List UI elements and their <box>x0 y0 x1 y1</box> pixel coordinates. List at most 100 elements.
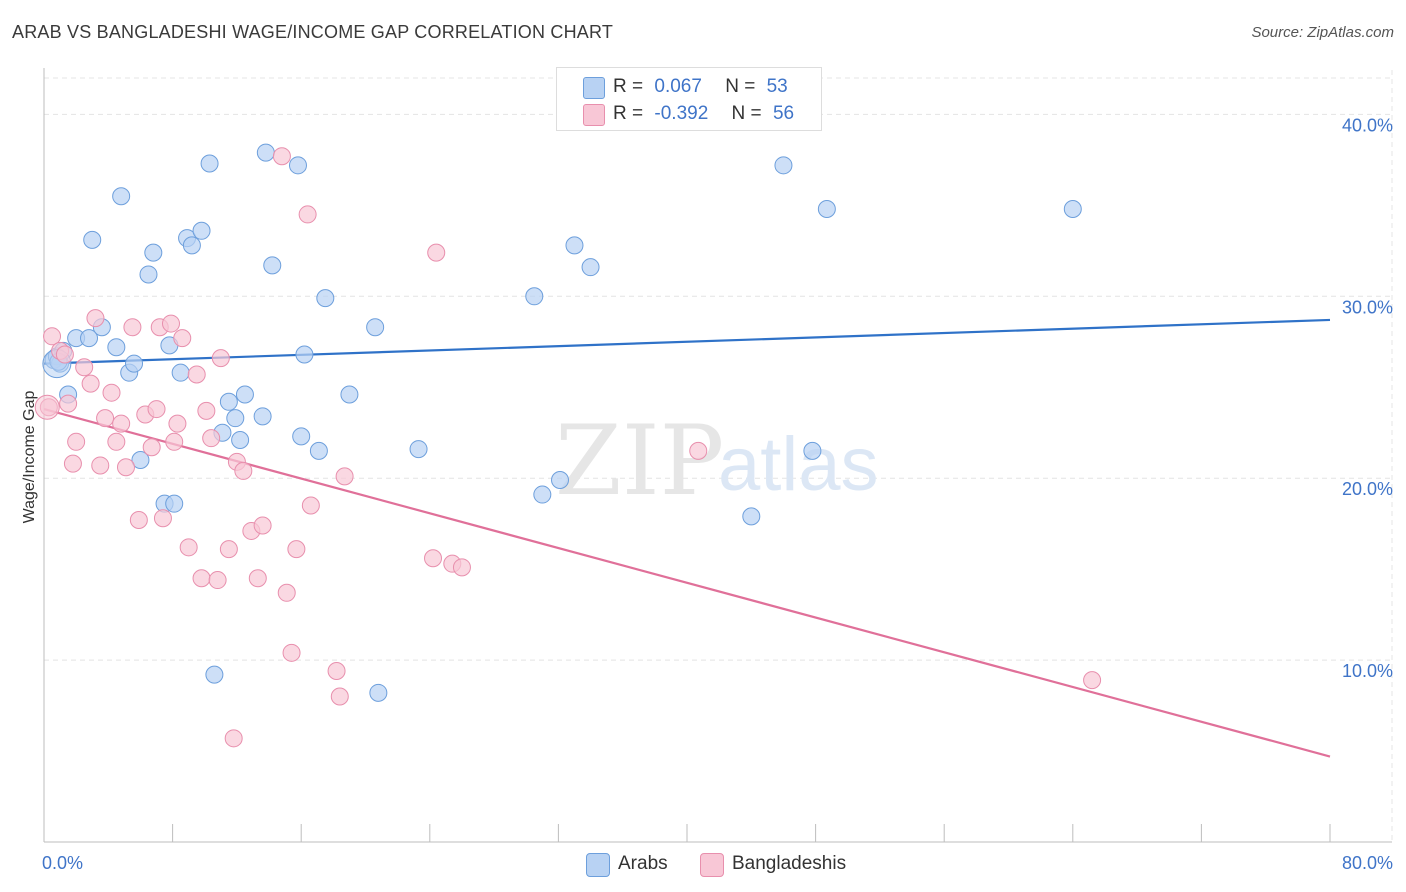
point-bangladeshis <box>81 374 100 393</box>
axes <box>43 68 1392 843</box>
point-bangladeshis <box>165 432 184 451</box>
point-arabs <box>231 430 250 449</box>
point-bangladeshis <box>689 441 708 460</box>
point-bangladeshis <box>153 509 172 528</box>
point-bangladeshis <box>234 461 253 480</box>
point-bangladeshis <box>192 569 211 588</box>
point-bangladeshis <box>287 540 306 559</box>
point-arabs <box>263 256 282 275</box>
point-bangladeshis <box>282 643 301 662</box>
point-bangladeshis <box>173 329 192 348</box>
point-bangladeshis <box>123 318 142 337</box>
point-bangladeshis <box>116 458 135 477</box>
point-arabs <box>235 385 254 404</box>
correlation-legend: R = 0.067 N = 53 R = -0.392 N = 56 <box>556 67 822 131</box>
point-bangladeshis <box>253 516 272 535</box>
point-arabs <box>205 665 224 684</box>
point-bangladeshis <box>91 456 110 475</box>
point-bangladeshis <box>102 383 121 402</box>
point-arabs <box>1063 199 1082 218</box>
point-bangladeshis <box>107 432 126 451</box>
trend-line-arabs <box>43 318 1331 365</box>
point-arabs <box>125 354 144 373</box>
point-bangladeshis <box>327 662 346 681</box>
point-arabs <box>256 143 275 162</box>
y-tick-label: 10.0% <box>1342 661 1393 681</box>
point-bangladeshis <box>96 409 115 428</box>
point-arabs <box>171 363 190 382</box>
point-bangladeshis <box>75 358 94 377</box>
point-bangladeshis <box>330 687 349 706</box>
y-tick-label: 20.0% <box>1342 479 1393 499</box>
legend-swatch-arabs <box>583 77 605 99</box>
point-arabs <box>581 258 600 277</box>
y-axis-title: Wage/Income Gap <box>21 390 38 524</box>
point-bangladeshis <box>219 540 238 559</box>
point-bangladeshis <box>452 558 471 577</box>
y-tick-label: 40.0% <box>1342 115 1393 135</box>
point-arabs <box>112 187 131 206</box>
point-bangladeshis <box>86 309 105 328</box>
point-arabs <box>295 345 314 364</box>
gridlines <box>44 70 1393 842</box>
point-bangladeshis <box>63 454 82 473</box>
point-arabs <box>369 683 388 702</box>
point-bangladeshis <box>224 729 243 748</box>
watermark-zip: ZIP <box>555 405 724 517</box>
point-bangladeshis <box>129 511 148 530</box>
point-arabs <box>253 407 272 426</box>
point-arabs <box>165 494 184 513</box>
x-tick-label: 0.0% <box>42 853 83 873</box>
point-bangladeshis <box>59 394 78 413</box>
point-arabs <box>803 441 822 460</box>
point-bangladeshis <box>272 147 291 166</box>
point-bangladeshis <box>1083 671 1102 690</box>
point-bangladeshis <box>55 345 74 364</box>
point-arabs <box>366 318 385 337</box>
legend-n-label: N = <box>731 103 762 124</box>
point-arabs <box>742 507 761 526</box>
trend-line-bangladeshis <box>43 408 1331 758</box>
point-bangladeshis <box>248 569 267 588</box>
point-arabs <box>316 289 335 308</box>
point-bangladeshis-cluster <box>34 394 60 420</box>
point-bangladeshis <box>142 438 161 457</box>
chart-title: ARAB VS BANGLADESHI WAGE/INCOME GAP CORR… <box>12 22 614 42</box>
point-arabs <box>131 451 150 469</box>
point-bangladeshis <box>67 432 86 451</box>
point-arabs <box>107 338 126 357</box>
point-arabs <box>774 156 793 175</box>
point-bangladeshis <box>179 538 198 557</box>
point-arabs <box>192 221 211 240</box>
point-bangladeshis <box>208 571 227 590</box>
point-bangladeshis <box>161 314 180 333</box>
point-bangladeshis <box>202 429 221 448</box>
point-arabs <box>565 236 584 255</box>
point-arabs <box>533 485 552 504</box>
legend-r-label: R = <box>613 103 644 124</box>
legend-n-value: 53 <box>766 76 788 97</box>
point-bangladeshis <box>211 349 230 368</box>
legend-swatch-bangladeshis <box>700 853 724 877</box>
point-arabs <box>292 427 311 446</box>
x-tick-label: 80.0% <box>1342 853 1393 873</box>
point-bangladeshis <box>424 549 443 568</box>
legend-n-label: N = <box>725 76 756 97</box>
series-bangladeshis-points <box>34 147 1102 748</box>
point-arabs <box>309 441 328 460</box>
point-arabs <box>200 154 219 173</box>
point-arabs <box>80 329 99 348</box>
point-bangladeshis <box>147 400 166 419</box>
point-bangladeshis <box>277 583 296 602</box>
point-bangladeshis <box>298 205 317 224</box>
point-arabs <box>226 409 245 428</box>
legend-r-label: R = <box>613 76 644 97</box>
legend-swatch-arabs <box>586 853 610 877</box>
point-arabs <box>340 385 359 404</box>
point-bangladeshis <box>301 496 320 515</box>
legend-label-bangladeshis: Bangladeshis <box>732 853 847 874</box>
point-arabs <box>551 471 570 490</box>
legend-swatch-bangladeshis <box>583 104 605 126</box>
watermark-atlas: atlas <box>718 422 879 507</box>
